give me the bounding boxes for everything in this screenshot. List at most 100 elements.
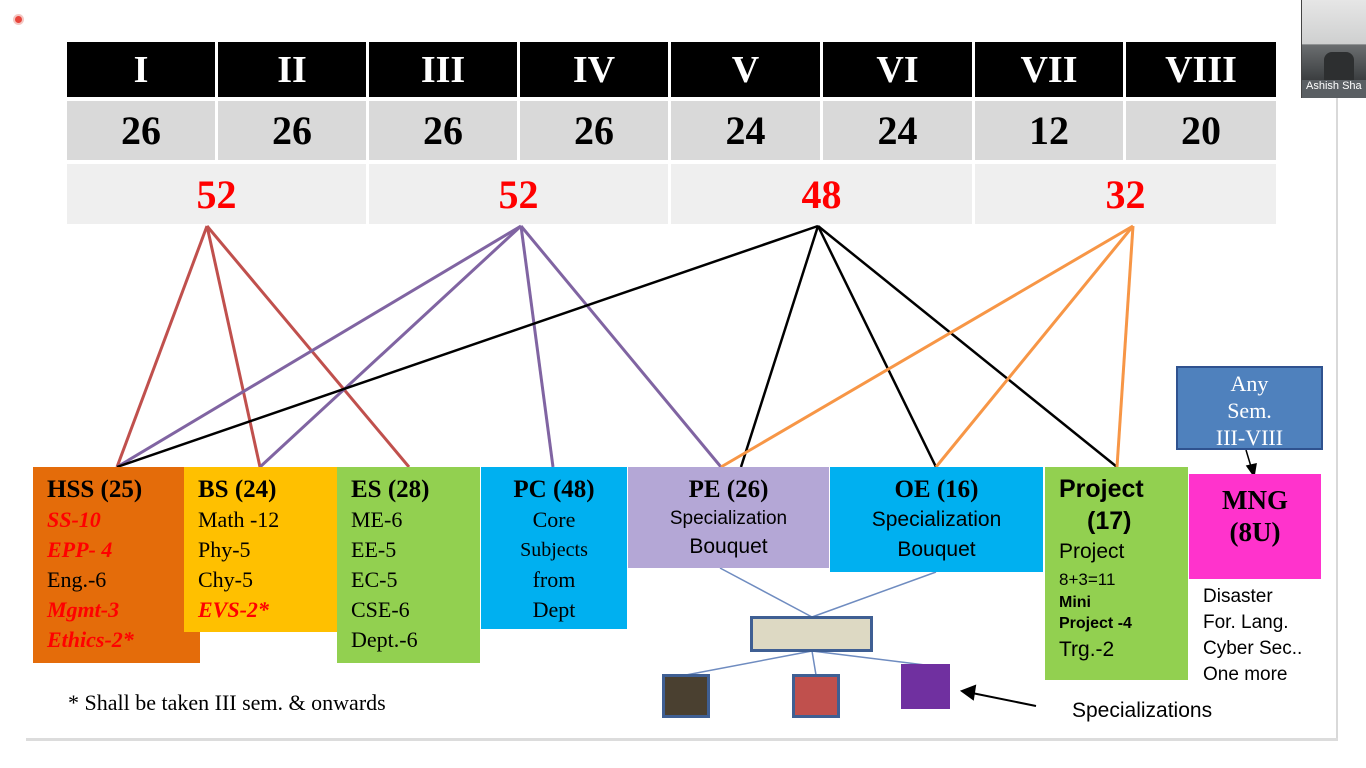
link-52a-es	[205, 225, 411, 468]
link-32-oe	[934, 225, 1135, 468]
slide-border-bottom	[26, 738, 1338, 741]
any-sem-arrow	[1245, 449, 1257, 478]
oe-box: OE (16) Specialization Bouquet	[830, 467, 1043, 572]
slide-border-right	[1336, 0, 1338, 740]
mng-option: Cyber Sec..	[1203, 638, 1303, 659]
pc-item: from	[532, 567, 576, 592]
mng-option: Disaster	[1203, 586, 1273, 607]
es-box: ES (28) ME-6 EE-5 EC-5 CSE-6 Dept.-6	[337, 467, 480, 663]
year-total-cell: 52	[369, 164, 668, 224]
link-48-pe	[739, 225, 820, 468]
project-item: Project -4	[1059, 615, 1132, 632]
pc-title: PC (48)	[513, 476, 595, 503]
link-48-oe	[816, 225, 938, 468]
semester-cell: VII	[975, 42, 1123, 97]
participant-silhouette	[1324, 52, 1354, 80]
project-title: Project	[1059, 475, 1144, 503]
any-sem-line: III-VIII	[1215, 425, 1284, 450]
es-item: Dept.-6	[351, 627, 418, 652]
link-52a-hss	[115, 225, 209, 468]
mng-option: For. Lang.	[1203, 612, 1289, 633]
credit-cell: 26	[67, 101, 215, 160]
credit-cell: 26	[218, 101, 366, 160]
credit-cell: 24	[823, 101, 972, 160]
pe-box: PE (26) Specialization Bouquet	[628, 467, 829, 568]
hss-item: Mgmt-3	[47, 597, 120, 622]
project-title-credits: (17)	[1087, 507, 1132, 535]
any-sem-line: Any	[1230, 371, 1269, 396]
semester-cell: V	[671, 42, 820, 97]
year4-links	[720, 224, 1135, 469]
link-52b-pe	[519, 225, 723, 468]
bs-item: EVS-2*	[198, 597, 269, 622]
specializations-arrow	[959, 684, 1037, 707]
footnote: * Shall be taken III sem. & onwards	[68, 690, 386, 715]
hss-item: Ethics-2*	[47, 627, 134, 652]
bs-title: BS (24)	[198, 476, 277, 503]
project-item: Mini	[1059, 594, 1091, 611]
es-item: CSE-6	[351, 597, 410, 622]
project-item: Trg.-2	[1059, 638, 1115, 661]
pc-box: PC (48) Core Subjects from Dept	[481, 467, 627, 629]
bs-item: Math -12	[198, 507, 280, 532]
project-item: Project	[1059, 540, 1125, 563]
oe-item: Bouquet	[897, 538, 976, 561]
mng-box: MNG (8U)	[1189, 474, 1321, 579]
spec-root-box	[750, 616, 873, 652]
semester-cell: VIII	[1126, 42, 1276, 97]
year-total-cell: 48	[671, 164, 972, 224]
link-48-hss	[116, 224, 819, 469]
es-item: EC-5	[351, 567, 398, 592]
oe-item: Specialization	[871, 508, 1002, 531]
link-52b-pc	[519, 225, 555, 468]
link-52a-bs	[205, 225, 262, 468]
hss-item: EPP- 4	[47, 537, 113, 562]
mng-title-credits: (8U)	[1229, 517, 1281, 547]
link-48-project	[817, 225, 1118, 468]
semester-cell: VI	[823, 42, 972, 97]
link-32-pe	[720, 224, 1134, 469]
es-item: ME-6	[351, 507, 403, 532]
any-sem-line: Sem.	[1227, 398, 1272, 423]
year-total-cell: 52	[67, 164, 366, 224]
semester-cell: IV	[520, 42, 668, 97]
pe-title: PE (26)	[688, 476, 769, 503]
bs-box: BS (24) Math -12 Phy-5 Chy-5 EVS-2*	[184, 467, 337, 632]
mng-options-list: Disaster For. Lang. Cyber Sec.. One more	[1203, 584, 1337, 694]
specializations-label: Specializations	[1072, 699, 1213, 722]
hss-title: HSS (25)	[47, 476, 143, 503]
mng-option: One more	[1203, 664, 1288, 685]
es-item: EE-5	[351, 537, 397, 562]
pe-item: Specialization	[669, 508, 788, 529]
participant-name: Ashish Sha	[1306, 80, 1362, 92]
pe-item: Bouquet	[689, 535, 768, 558]
hss-item: SS-10	[47, 507, 101, 532]
bs-item: Phy-5	[198, 537, 251, 562]
link-52b-bs	[258, 224, 523, 469]
year2-links	[116, 224, 723, 469]
hss-item: Eng.-6	[47, 567, 107, 592]
bs-item: Chy-5	[198, 567, 253, 592]
semester-cell: II	[218, 42, 366, 97]
spec-tree-links	[685, 567, 937, 676]
project-item: 8+3=11	[1059, 570, 1116, 589]
es-title: ES (28)	[351, 476, 430, 503]
spec-box-purple	[901, 664, 950, 709]
credit-cell: 24	[671, 101, 820, 160]
hss-box: HSS (25) SS-10 EPP- 4 Eng.-6 Mgmt-3 Ethi…	[33, 467, 200, 663]
recording-indicator-icon	[13, 14, 24, 25]
year-total-cell: 32	[975, 164, 1276, 224]
oe-title: OE (16)	[894, 476, 979, 503]
project-box: Project (17) Project 8+3=11 Mini Project…	[1045, 467, 1188, 680]
link-32-project	[1115, 225, 1135, 468]
mng-title: MNG	[1222, 485, 1288, 515]
credit-cell: 26	[520, 101, 668, 160]
semester-cell: III	[369, 42, 517, 97]
semester-cell: I	[67, 42, 215, 97]
participant-video-thumbnail[interactable]: Ashish Sha	[1301, 0, 1366, 98]
pc-item: Dept	[532, 597, 576, 622]
credit-cell: 12	[975, 101, 1123, 160]
year1-links	[115, 225, 411, 468]
credit-cell: 20	[1126, 101, 1276, 160]
